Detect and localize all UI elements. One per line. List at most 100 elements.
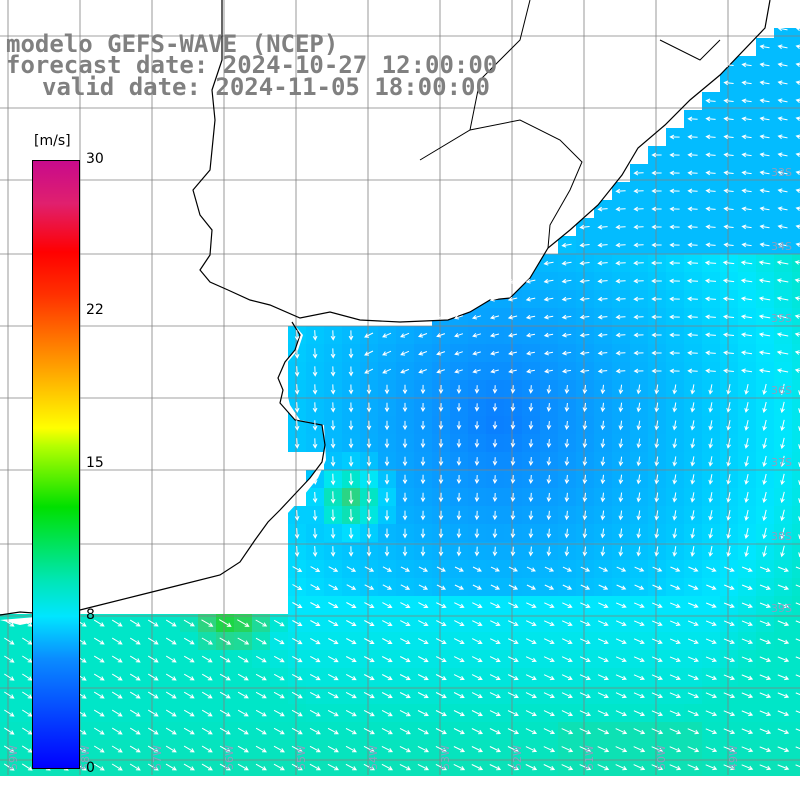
wind-arrow — [795, 584, 800, 588]
wind-arrow — [420, 546, 426, 557]
longitude-label: 53W — [439, 745, 452, 770]
wind-arrow — [651, 224, 662, 230]
wind-arrow — [759, 224, 770, 230]
wind-arrow — [740, 260, 753, 266]
wind-arrow — [472, 602, 483, 608]
wind-arrow — [687, 188, 698, 194]
wind-arrow — [528, 403, 534, 412]
wind-cell — [792, 20, 800, 38]
wind-arrow — [615, 296, 626, 302]
wind-arrow — [330, 402, 336, 413]
wind-arrow — [471, 746, 484, 753]
wind-arrow — [183, 745, 195, 753]
wind-arrow — [615, 602, 627, 608]
wind-arrow — [776, 332, 789, 337]
wind-arrow — [21, 745, 33, 753]
wind-arrow — [741, 242, 752, 248]
wind-arrow — [453, 763, 466, 771]
wind-arrow — [654, 420, 660, 431]
wind-arrow — [219, 673, 231, 681]
wind-arrow — [777, 62, 788, 68]
wind-arrow — [723, 62, 734, 68]
wind-arrow — [435, 656, 447, 663]
wind-arrow — [399, 656, 411, 663]
wind-arrow — [669, 296, 680, 302]
wind-arrow — [382, 584, 393, 590]
wind-arrow — [651, 368, 662, 374]
wind-arrow — [492, 421, 498, 430]
wind-arrow — [618, 546, 624, 557]
wind-arrow — [704, 296, 717, 302]
wind-arrow — [526, 368, 536, 374]
wind-arrow — [312, 402, 318, 413]
wind-arrow — [741, 152, 752, 158]
wind-arrow — [618, 420, 624, 431]
wind-arrow — [363, 674, 375, 681]
wind-arrow — [346, 566, 357, 572]
wind-arrow — [726, 384, 731, 395]
wind-arrow — [399, 763, 412, 771]
wind-arrow — [507, 638, 519, 644]
wind-arrow — [129, 673, 141, 681]
wind-arrow — [722, 296, 735, 302]
wind-arrow — [294, 528, 300, 539]
wind-arrow — [741, 764, 754, 771]
wind-arrow — [777, 674, 790, 681]
wind-arrow — [777, 170, 788, 176]
wind-arrow — [546, 385, 552, 394]
wind-arrow — [328, 620, 339, 626]
wind-arrow — [312, 491, 318, 504]
wind-arrow — [345, 727, 357, 735]
wind-arrow — [93, 655, 105, 663]
wind-arrow — [762, 527, 767, 540]
wind-arrow — [687, 350, 698, 356]
wind-arrow — [741, 134, 752, 140]
wind-arrow — [561, 638, 573, 644]
wind-arrow — [777, 692, 790, 699]
wind-arrow — [309, 691, 321, 699]
wind-arrow — [723, 350, 734, 356]
wind-arrow — [723, 746, 736, 753]
wind-arrow — [543, 332, 554, 338]
wind-arrow — [309, 727, 321, 735]
wind-arrow — [780, 509, 785, 522]
wind-arrow — [543, 296, 554, 302]
wind-arrow — [579, 242, 590, 248]
longitude-label: 51W — [583, 745, 596, 770]
wind-arrow — [777, 206, 788, 212]
wind-arrow — [651, 278, 662, 284]
wind-arrow — [201, 709, 213, 717]
wind-arrow — [543, 350, 554, 356]
wind-arrow — [546, 421, 552, 430]
wind-arrow — [402, 384, 408, 395]
wind-arrow — [759, 170, 770, 176]
wind-arrow — [165, 745, 177, 753]
wind-arrow — [690, 474, 696, 485]
wind-arrow — [363, 656, 375, 663]
wind-arrow — [762, 545, 767, 558]
wind-arrow — [795, 80, 800, 85]
wind-arrow — [435, 745, 448, 753]
wind-arrow — [147, 673, 159, 681]
wind-arrow — [579, 710, 592, 717]
river-border — [419, 0, 721, 249]
longitude-label: 58W — [79, 745, 92, 770]
wind-arrow — [489, 314, 500, 320]
wind-arrow — [636, 492, 642, 503]
wind-arrow — [147, 727, 159, 735]
wind-arrow — [723, 674, 736, 681]
wind-arrow — [795, 656, 800, 660]
wind-arrow — [489, 296, 500, 302]
wind-arrow — [183, 727, 195, 735]
wind-arrow — [111, 745, 123, 753]
wind-arrow — [384, 420, 390, 431]
wind-arrow — [456, 546, 462, 557]
wind-arrow — [309, 673, 321, 681]
wind-arrow — [330, 330, 336, 341]
wind-arrow — [438, 546, 444, 557]
wind-arrow — [402, 528, 408, 539]
wind-arrow — [346, 620, 357, 626]
wind-arrow — [633, 332, 644, 338]
wind-arrow — [363, 763, 376, 771]
